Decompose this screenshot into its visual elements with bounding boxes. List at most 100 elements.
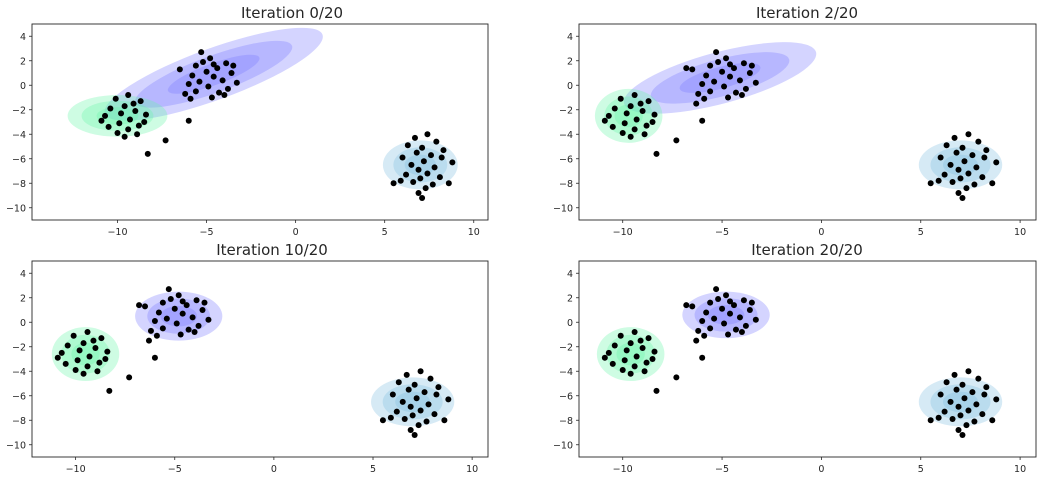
data-point [429, 181, 436, 188]
data-point [423, 418, 430, 425]
data-point [58, 349, 65, 356]
data-point [943, 142, 950, 149]
data-point [203, 68, 210, 75]
data-point [631, 126, 638, 133]
data-point [746, 70, 753, 76]
data-point [192, 62, 199, 69]
data-point [738, 329, 745, 336]
data-point [173, 320, 180, 327]
data-point [167, 295, 174, 302]
data-point [653, 387, 660, 394]
data-point [637, 337, 644, 344]
data-point [742, 85, 749, 92]
data-point [959, 194, 966, 201]
y-tick-label: −10 [553, 203, 573, 214]
y-tick-label: 0 [20, 318, 26, 329]
y-tick-label: 0 [567, 318, 573, 329]
data-point [673, 374, 680, 381]
data-point [121, 133, 128, 140]
data-point [963, 185, 970, 192]
y-tick-label: 4 [567, 32, 573, 43]
data-point [147, 327, 154, 334]
data-point [390, 180, 397, 187]
data-point [649, 356, 656, 362]
data-point [993, 159, 1000, 166]
data-point [207, 55, 214, 62]
data-point [617, 332, 624, 339]
data-point [431, 164, 438, 171]
data-point [619, 130, 626, 137]
x-tick-label: −10 [107, 227, 127, 238]
gaussian-component-0-ellipse-0 [135, 291, 223, 341]
data-point [420, 158, 427, 165]
data-point [422, 185, 429, 192]
data-point [937, 154, 944, 161]
x-tick-label: −5 [200, 227, 214, 238]
data-point [72, 367, 79, 374]
data-point [230, 62, 237, 69]
data-point [738, 92, 745, 99]
data-point [719, 305, 726, 312]
subplot-title: Iteration 10/20 [216, 241, 328, 259]
gaussian-component-0-ellipse-1 [147, 298, 211, 334]
data-point [411, 381, 418, 388]
data-point [617, 95, 624, 102]
data-point [641, 131, 648, 138]
x-tick-label: 10 [1014, 464, 1026, 475]
y-tick-label: −6 [12, 391, 26, 402]
x-tick-label: −10 [613, 227, 633, 238]
data-point [955, 427, 962, 434]
data-point [80, 370, 87, 377]
data-point [727, 61, 734, 68]
data-point [732, 89, 739, 96]
y-tick-label: −10 [6, 440, 26, 451]
data-point [153, 332, 160, 339]
data-point [413, 395, 420, 402]
data-point [645, 335, 652, 342]
y-tick-label: −4 [12, 130, 26, 141]
data-point [415, 422, 422, 429]
data-point [185, 81, 192, 88]
y-tick-label: 2 [20, 293, 26, 304]
data-point [971, 418, 978, 425]
x-tick-label: 0 [818, 227, 824, 238]
data-point [407, 427, 414, 434]
data-point [74, 357, 81, 364]
data-point [196, 78, 203, 85]
data-point [699, 81, 706, 88]
gaussian-component-2-ellipse-2 [404, 154, 437, 176]
data-point [449, 159, 456, 166]
subplot-iteration-10: Iteration 10/20 −10 −5 0 5 10 4 2 0 −2 −4 −6 −8 −10 [6, 241, 489, 475]
data-point [689, 303, 696, 310]
data-point [107, 105, 114, 112]
data-point [210, 73, 217, 80]
data-point [102, 112, 109, 119]
data-point [955, 190, 962, 197]
plot-area [51, 286, 455, 438]
y-tick-label: 0 [20, 81, 26, 92]
y-tick-label: −4 [559, 130, 573, 141]
data-point [105, 123, 112, 130]
data-point [955, 403, 962, 410]
data-point [693, 100, 700, 107]
data-point [163, 315, 170, 322]
data-point [64, 342, 71, 349]
data-point [395, 379, 402, 386]
data-point [631, 329, 638, 336]
data-point [141, 119, 148, 125]
y-tick-label: −2 [12, 342, 26, 353]
data-point [711, 78, 718, 85]
data-point [989, 417, 996, 424]
data-point [683, 65, 690, 72]
y-tick-label: −8 [12, 179, 26, 190]
data-point [86, 353, 93, 360]
data-point [715, 295, 722, 302]
y-tick-label: −8 [559, 179, 573, 190]
data-point [979, 411, 986, 418]
x-tick-label: −5 [715, 464, 729, 475]
data-point [721, 83, 728, 90]
data-point [935, 177, 942, 184]
data-point [949, 179, 956, 186]
data-point [621, 120, 628, 127]
data-point [112, 95, 119, 102]
